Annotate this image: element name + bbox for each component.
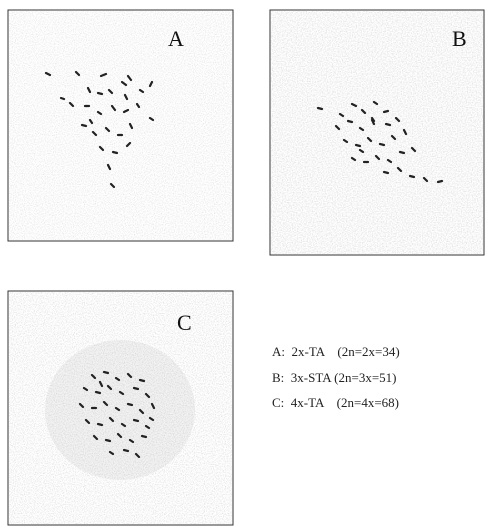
panel-c: C [7,290,234,526]
legend-entry: A: 2x-TA (2n=2x=34) [272,344,400,359]
panel-label: A [168,26,184,51]
background-texture [9,292,232,524]
panel-label: B [452,26,467,51]
chromosomes [316,100,444,184]
panel-a: A [7,9,234,242]
background-texture [9,11,232,240]
panel-b: B [269,9,485,256]
legend-entry: C: 4x-TA (2n=4x=68) [272,395,399,410]
chromosomes [44,70,155,189]
chromosomes [78,370,156,459]
panel-label: C [177,310,192,335]
background-texture [271,11,483,254]
legend-entry: B: 3x-STA (2n=3x=51) [272,370,396,385]
legend: A: 2x-TA (2n=2x=34) B: 3x-STA (2n=3x=51)… [272,344,400,410]
